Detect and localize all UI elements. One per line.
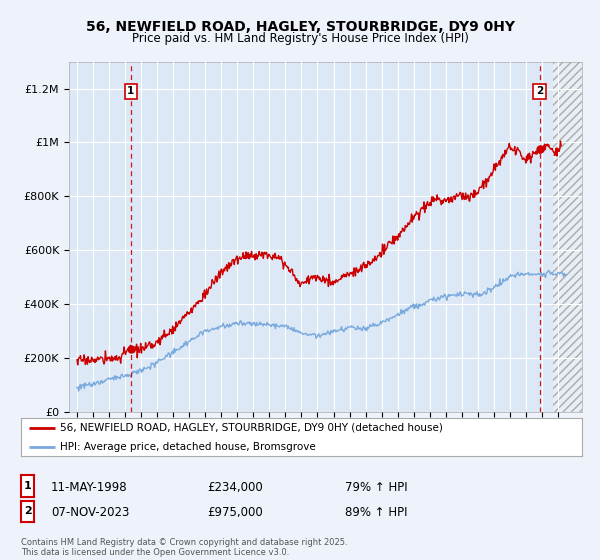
Text: 79% ↑ HPI: 79% ↑ HPI xyxy=(345,480,407,494)
Text: 07-NOV-2023: 07-NOV-2023 xyxy=(51,506,130,519)
Text: 56, NEWFIELD ROAD, HAGLEY, STOURBRIDGE, DY9 0HY (detached house): 56, NEWFIELD ROAD, HAGLEY, STOURBRIDGE, … xyxy=(60,423,443,433)
Text: 11-MAY-1998: 11-MAY-1998 xyxy=(51,480,128,494)
Text: 1: 1 xyxy=(127,86,134,96)
Text: Contains HM Land Registry data © Crown copyright and database right 2025.
This d: Contains HM Land Registry data © Crown c… xyxy=(21,538,347,557)
Text: £975,000: £975,000 xyxy=(207,506,263,519)
Text: Price paid vs. HM Land Registry's House Price Index (HPI): Price paid vs. HM Land Registry's House … xyxy=(131,32,469,45)
Text: HPI: Average price, detached house, Bromsgrove: HPI: Average price, detached house, Brom… xyxy=(60,442,316,452)
Text: 2: 2 xyxy=(24,506,31,516)
Text: 2: 2 xyxy=(536,86,543,96)
Bar xyxy=(553,62,582,412)
Text: 56, NEWFIELD ROAD, HAGLEY, STOURBRIDGE, DY9 0HY: 56, NEWFIELD ROAD, HAGLEY, STOURBRIDGE, … xyxy=(86,20,515,34)
Text: £234,000: £234,000 xyxy=(207,480,263,494)
Text: 1: 1 xyxy=(24,481,31,491)
Text: 89% ↑ HPI: 89% ↑ HPI xyxy=(345,506,407,519)
